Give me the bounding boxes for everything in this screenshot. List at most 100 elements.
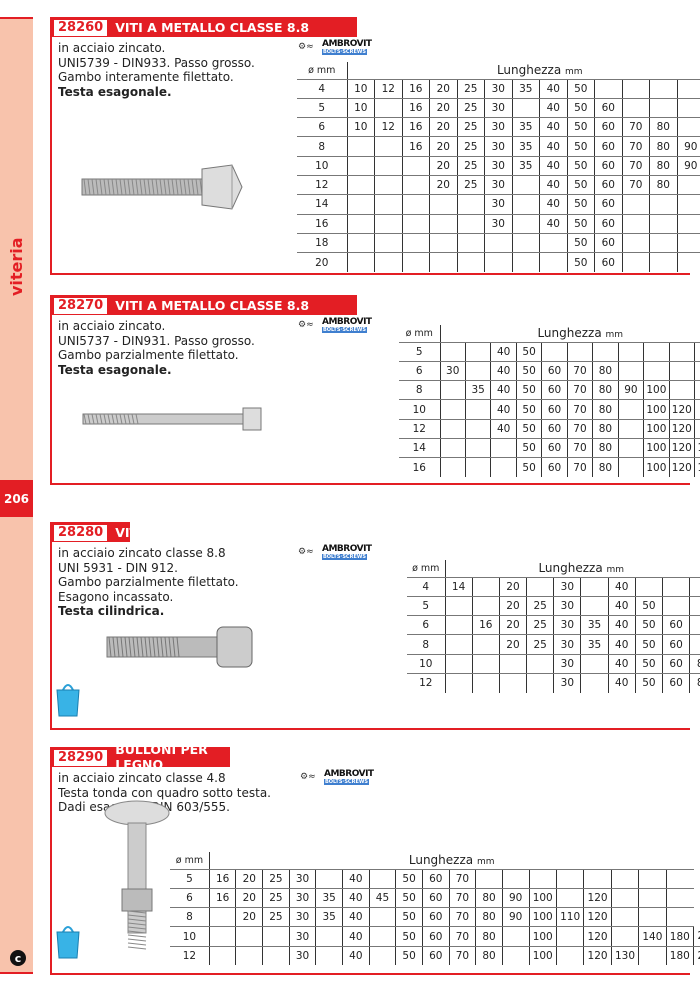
length-cell: 40 [490, 380, 517, 401]
length-cell: 25 [262, 869, 290, 889]
length-cell: 20 [429, 156, 457, 176]
length-cell [580, 673, 609, 693]
ambrovit-logo: ⚙≈ AMBROVIT BOLTS·SCREWS [298, 39, 372, 61]
length-cell: 40 [607, 634, 636, 655]
table-row: 10 40 50 60 70 80 100 120 [399, 399, 700, 420]
length-cell: 25 [526, 596, 554, 617]
length-cell [368, 926, 396, 947]
length-cell [346, 136, 375, 157]
length-cell: 30 [484, 117, 512, 138]
length-cell [555, 946, 584, 966]
length-header: Lunghezza mm [208, 852, 694, 870]
length-cell [262, 946, 290, 966]
length-cell: 35 [511, 117, 540, 138]
length-cell: 50 [634, 654, 663, 674]
length-cell [235, 946, 263, 966]
length-cell: 80 [592, 457, 619, 478]
length-cell [694, 342, 700, 362]
length-cell: 40 [607, 615, 636, 636]
length-cell: 20 [498, 577, 527, 597]
diameter-cell: 5 [399, 342, 440, 362]
length-cell [638, 907, 667, 928]
diameter-cell: 12 [399, 419, 440, 439]
length-cell [262, 926, 290, 947]
length-cell: 30 [484, 98, 512, 119]
length-cell [610, 926, 639, 947]
page-number: 206 [0, 480, 33, 517]
length-cell: 70 [621, 136, 650, 157]
length-cell: 40 [342, 946, 370, 966]
length-cell: 40 [490, 419, 517, 439]
length-cell: 35 [511, 156, 540, 176]
table-row: 122025304050607080100 [297, 175, 700, 196]
product-code: 28280 [54, 525, 108, 541]
length-cell: 120 [668, 438, 695, 459]
length-cell [580, 596, 609, 617]
length-cell: 12 [374, 117, 402, 138]
section-header: 28280 VITI [50, 522, 143, 542]
section-label: viteria [7, 237, 26, 297]
length-cell: 10 [346, 117, 375, 138]
product-section-28290: 28290 BULLONI PER LEGNO in acciaio zincato… [50, 742, 700, 975]
size-table: ø mm Lunghezza mm 4 10 12 16 20 25 30 35 40 50 5 10 16… [297, 62, 700, 272]
length-cell: 100 [528, 907, 557, 928]
product-code: 28270 [54, 298, 108, 314]
diameter-cell: 8 [407, 634, 445, 655]
length-cell [539, 233, 567, 254]
section-header: 28290 BULLONI PER LEGNO [50, 742, 230, 772]
product-section-28270: 28270 VITI A METALLO CLASSE 8.8 in acciaio… [50, 295, 700, 485]
diameter-cell: 18 [297, 233, 347, 254]
length-cell: 60 [541, 438, 568, 459]
length-cell [668, 342, 695, 362]
description-line: UNI5737 - DIN931. Passo grosso. [58, 333, 255, 348]
length-cell: 140 [694, 438, 700, 459]
head-type: Testa esagonale. [58, 84, 172, 99]
length-cell: 90 [501, 907, 529, 928]
brand-subtitle: BOLTS·SCREWS [322, 327, 367, 333]
length-cell: 70 [566, 361, 593, 382]
length-cell [401, 175, 430, 196]
length-cell: 200 [693, 946, 700, 966]
length-cell: 60 [541, 399, 568, 420]
diameter-cell: 12 [182, 950, 197, 963]
length-cell [649, 214, 677, 234]
length-cell [676, 252, 700, 272]
length-header: Lunghezza mm [439, 325, 700, 343]
length-cell [617, 457, 644, 478]
length-cell [471, 673, 500, 693]
length-cell [649, 233, 677, 254]
length-cell: 60 [661, 673, 690, 693]
diameter-cell: 8 [297, 136, 347, 157]
product-title: VITI A METALLO CLASSE 8.8 [115, 19, 310, 35]
length-cell [676, 194, 700, 215]
length-cell [539, 252, 567, 272]
length-cell: 70 [448, 946, 476, 966]
size-table: ø mm Lunghezza mm 4 14 20 30 40 5 20 25 30 40 50 6 16 2… [407, 560, 700, 693]
length-cell [315, 869, 343, 889]
product-image [102, 622, 262, 676]
length-cell [368, 946, 396, 966]
table-row: 5 16 20 25 30 40 50 60 70 [170, 869, 700, 889]
length-cell: 80 [649, 156, 677, 176]
length-cell [649, 252, 677, 272]
length-cell [456, 194, 485, 215]
length-cell: 80 [475, 946, 503, 966]
screw-icon: ⚙≈ [298, 547, 314, 557]
length-cell: 100 [643, 419, 670, 439]
product-section-28260: 28260 VITI A METALLO CLASSE 8.8 in acciaio… [50, 17, 700, 275]
length-cell: 25 [262, 888, 290, 909]
length-cell: 50 [566, 156, 595, 176]
length-cell [610, 869, 639, 889]
length-cell [528, 869, 557, 889]
description-line: Gambo parzialmente filettato. [58, 575, 239, 589]
diameter-cell: 10 [170, 926, 210, 947]
diameter-cell: 5 [170, 869, 210, 889]
length-cell [429, 214, 457, 234]
length-cell [580, 577, 609, 597]
length-cell: 50 [515, 438, 542, 459]
length-cell [592, 342, 619, 362]
length-cell: 80 [649, 136, 677, 157]
length-cell: 40 [539, 156, 567, 176]
diameter-cell: 12 [419, 677, 433, 690]
